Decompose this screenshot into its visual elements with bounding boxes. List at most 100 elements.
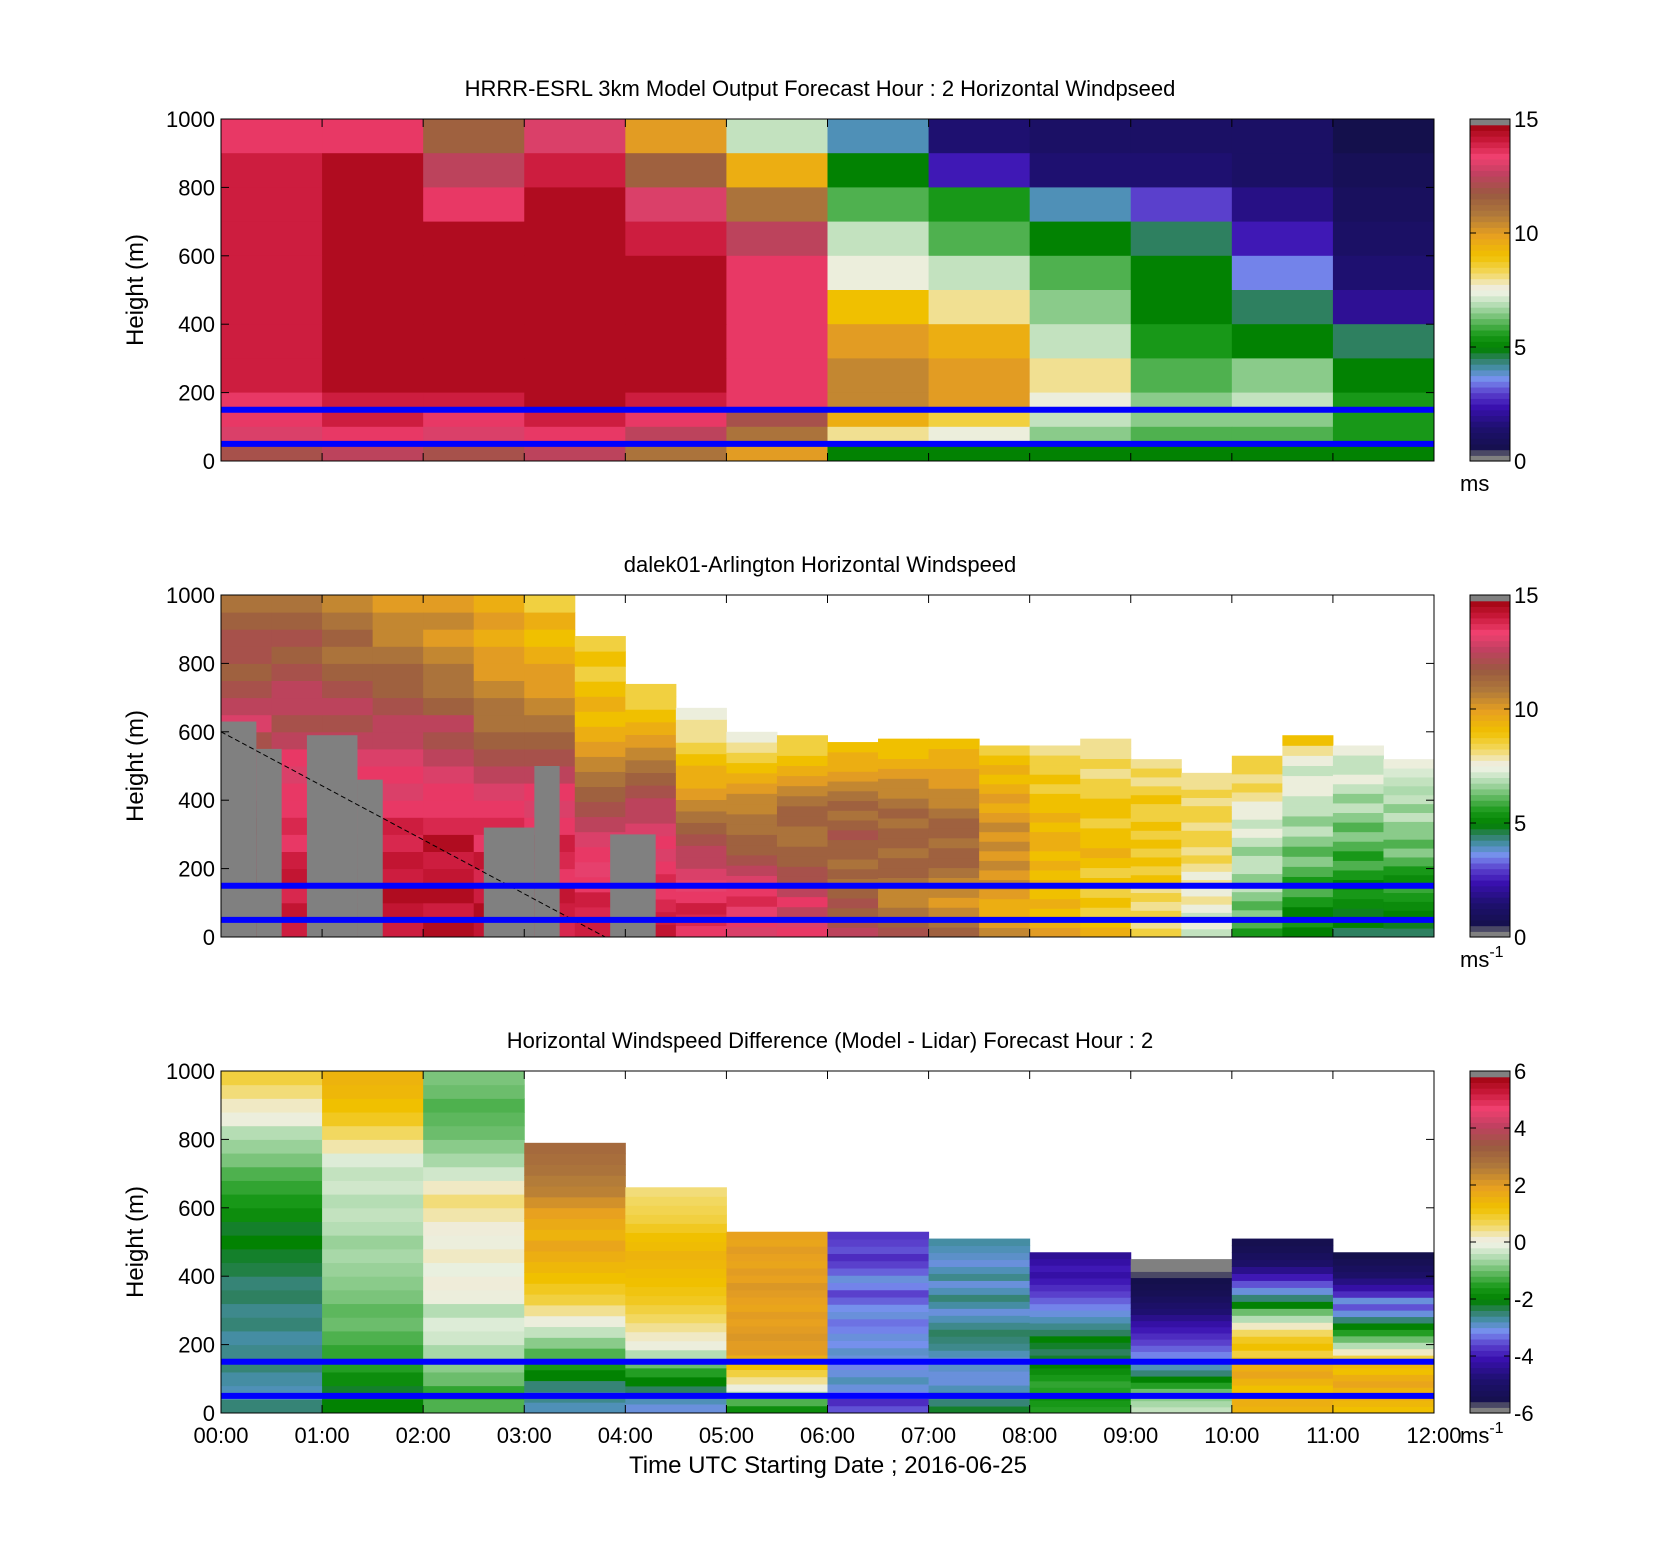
heatmap-cell bbox=[1282, 856, 1334, 867]
heatmap-cell bbox=[1029, 426, 1132, 445]
heatmap-cell bbox=[524, 1380, 626, 1392]
colorbar-swatch bbox=[1470, 686, 1510, 693]
heatmap-cell bbox=[423, 1317, 525, 1332]
heatmap-cell bbox=[423, 187, 525, 223]
heatmap-cell bbox=[827, 1405, 930, 1414]
colorbar-swatch bbox=[1470, 164, 1510, 171]
colorbar-tick-label: 10 bbox=[1514, 697, 1538, 722]
heatmap-cell bbox=[726, 1246, 828, 1254]
colorbar-swatch bbox=[1470, 674, 1510, 682]
heatmap-cell bbox=[574, 756, 626, 772]
heatmap-cell bbox=[1231, 791, 1283, 802]
heatmap-cell bbox=[625, 734, 677, 748]
no-data-region bbox=[534, 766, 560, 937]
heatmap-cell bbox=[1080, 837, 1132, 849]
heatmap-cell bbox=[928, 1238, 1031, 1247]
heatmap-cell bbox=[1231, 773, 1283, 784]
heatmap-cell bbox=[221, 426, 323, 445]
heatmap-cell bbox=[372, 748, 424, 767]
colorbar-swatch bbox=[1470, 669, 1510, 676]
colorbar-swatch bbox=[1470, 210, 1510, 217]
heatmap-cell bbox=[827, 781, 879, 792]
heatmap-cell bbox=[1231, 324, 1334, 359]
heatmap-cell bbox=[1332, 1284, 1435, 1292]
heatmap-cell bbox=[625, 1250, 727, 1261]
colorbar-swatch bbox=[1470, 1236, 1510, 1243]
heatmap-cell bbox=[827, 409, 930, 428]
heatmap-cell bbox=[625, 1223, 727, 1233]
heatmap-cell bbox=[1029, 1380, 1132, 1388]
heatmap-cell bbox=[1383, 919, 1435, 929]
heatmap-cell bbox=[878, 887, 930, 898]
heatmap-cell bbox=[1181, 781, 1233, 790]
heatmap-cell bbox=[776, 755, 828, 766]
heatmap-cell bbox=[1231, 900, 1283, 911]
heatmap-cell bbox=[574, 711, 626, 727]
dashed-guide-line bbox=[220, 731, 606, 938]
heatmap-cell bbox=[322, 187, 424, 223]
heatmap-cell bbox=[524, 1175, 626, 1187]
heatmap-cell bbox=[776, 795, 828, 807]
heatmap-cell bbox=[1130, 1382, 1233, 1389]
heatmap-cell bbox=[1282, 735, 1334, 746]
heatmap-cell bbox=[1181, 928, 1233, 938]
heatmap-cell bbox=[827, 1311, 930, 1320]
panel-model-title: HRRR-ESRL 3km Model Output Forecast Hour… bbox=[465, 76, 1176, 101]
heatmap-cell bbox=[524, 680, 576, 699]
colorbar-swatch bbox=[1470, 1367, 1510, 1374]
heatmap-cell bbox=[1130, 1332, 1233, 1340]
heatmap-cell bbox=[1181, 863, 1233, 872]
no-data-region bbox=[357, 779, 383, 937]
heatmap-cell bbox=[473, 800, 525, 818]
heatmap-cell bbox=[625, 696, 677, 710]
heatmap-cell bbox=[1029, 1277, 1132, 1285]
heatmap-cell bbox=[1282, 876, 1334, 888]
heatmap-cell bbox=[928, 1266, 1031, 1274]
colorbar-swatch bbox=[1470, 1207, 1510, 1215]
heatmap-cell bbox=[524, 324, 626, 359]
panel-lidar-ylabel: Height (m) bbox=[122, 710, 149, 822]
heatmap-cell bbox=[675, 765, 727, 778]
heatmap-cell bbox=[423, 1235, 525, 1250]
heatmap-cell bbox=[322, 392, 424, 411]
heatmap-cell bbox=[726, 153, 828, 188]
colorbar-swatch bbox=[1470, 244, 1510, 251]
heatmap-cell bbox=[726, 762, 778, 774]
colorbar-swatch bbox=[1470, 919, 1510, 927]
colorbar-swatch bbox=[1470, 1344, 1510, 1351]
heatmap-cell bbox=[776, 815, 828, 827]
heatmap-cell bbox=[473, 680, 525, 699]
colorbar-tick-label: -6 bbox=[1514, 1401, 1534, 1426]
colorbar-tick-label: 5 bbox=[1514, 335, 1526, 360]
heatmap-cell bbox=[1080, 798, 1132, 809]
heatmap-cell bbox=[423, 714, 475, 733]
heatmap-cell bbox=[322, 426, 424, 445]
heatmap-cell bbox=[322, 119, 424, 154]
colorbar-unit: ms-1 bbox=[1460, 944, 1504, 972]
heatmap-cell bbox=[726, 1333, 828, 1341]
colorbar-swatch bbox=[1470, 748, 1510, 756]
heatmap-cell bbox=[675, 742, 727, 755]
colorbar-swatch bbox=[1470, 1167, 1510, 1175]
heatmap-cell bbox=[524, 1326, 626, 1338]
heatmap-cell bbox=[1231, 855, 1283, 865]
heatmap-cell bbox=[574, 666, 626, 682]
heatmap-cell bbox=[322, 714, 374, 733]
heatmap-cell bbox=[1231, 119, 1334, 154]
heatmap-cell bbox=[1029, 822, 1081, 833]
heatmap-cell bbox=[524, 731, 576, 750]
heatmap-cell bbox=[827, 1347, 930, 1356]
heatmap-cell bbox=[1080, 788, 1132, 799]
heatmap-cell bbox=[423, 358, 525, 394]
colorbar-swatch bbox=[1470, 623, 1510, 630]
heatmap-cell bbox=[1130, 874, 1182, 885]
xtick-label: 00:00 bbox=[193, 1423, 248, 1448]
heatmap-cell bbox=[1130, 768, 1182, 778]
heatmap-cell bbox=[776, 805, 828, 817]
heatmap-cell bbox=[827, 868, 879, 880]
colorbar-swatch bbox=[1470, 324, 1510, 331]
heatmap-cell bbox=[625, 119, 727, 154]
heatmap-cell bbox=[1130, 1345, 1233, 1352]
heatmap-cell bbox=[1332, 783, 1384, 794]
heatmap-cell bbox=[1130, 187, 1233, 223]
